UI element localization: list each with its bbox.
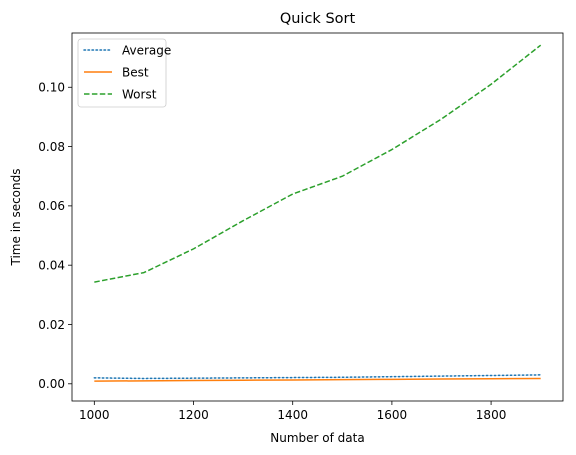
- x-tick-label: 1800: [476, 408, 507, 422]
- legend: Average Best Worst: [77, 38, 171, 108]
- y-tick-label: 0.08: [38, 140, 65, 154]
- plot-area: [93, 44, 542, 382]
- legend-box: [77, 38, 167, 108]
- y-tick-label: 0.06: [38, 199, 65, 213]
- x-axis-label: Number of data: [270, 431, 364, 445]
- y-tick-label: 0.00: [38, 377, 65, 391]
- chart-title: Quick Sort: [280, 11, 356, 27]
- x-tick-label: 1400: [277, 408, 308, 422]
- legend-label-average: Average: [122, 43, 171, 57]
- x-tick-label: 1200: [178, 408, 209, 422]
- x-tick-label: 1000: [79, 408, 110, 422]
- y-tick-label: 0.04: [38, 258, 65, 272]
- series-line-worst: [94, 44, 542, 283]
- y-axis-label: Time in seconds: [9, 169, 23, 267]
- y-tick-label: 0.10: [38, 81, 65, 95]
- plot-frame: [71, 32, 564, 402]
- series-line-average: [93, 374, 542, 380]
- x-tick-label: 1600: [377, 408, 408, 422]
- legend-label-worst: Worst: [122, 87, 157, 101]
- series-line-best: [94, 377, 541, 382]
- legend-label-best: Best: [122, 65, 149, 79]
- y-tick-label: 0.02: [38, 318, 65, 332]
- axes: 1000 1200 1400 1600 1800 0.00 0.02 0.04 0.06 0.08…: [38, 32, 564, 422]
